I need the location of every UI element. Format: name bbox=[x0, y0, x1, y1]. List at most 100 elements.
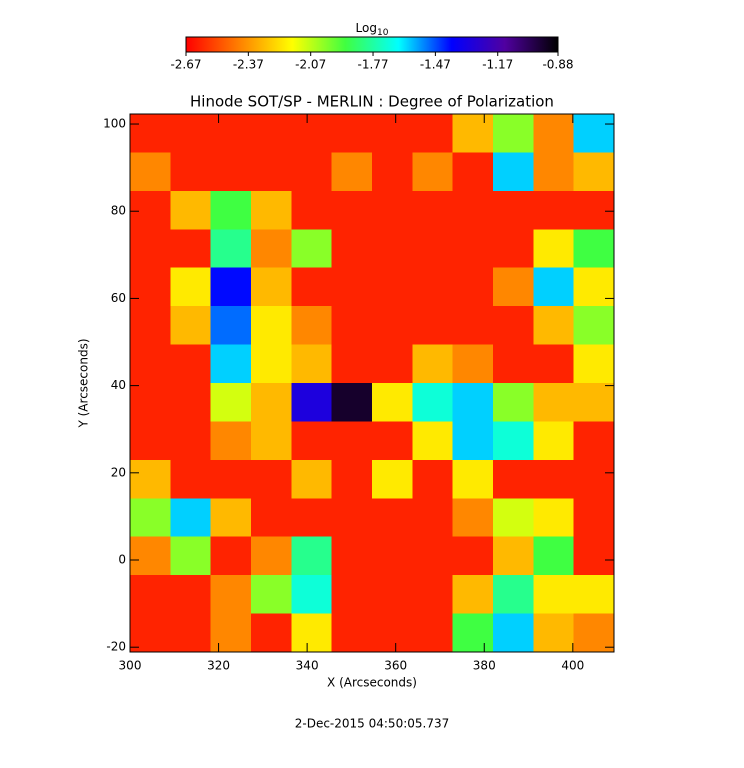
heatmap-cell bbox=[412, 459, 454, 499]
y-axis-label: Y (Arcseconds) bbox=[77, 338, 91, 428]
footer-timestamp: 2-Dec-2015 04:50:05.737 bbox=[295, 717, 449, 731]
heatmap-cell bbox=[291, 229, 333, 269]
heatmap-cell bbox=[331, 229, 373, 269]
heatmap-cell bbox=[372, 536, 413, 576]
heatmap-cell bbox=[412, 229, 454, 269]
heatmap-cell bbox=[251, 114, 292, 153]
heatmap-cell bbox=[452, 421, 494, 461]
heatmap-cell bbox=[210, 306, 252, 346]
heatmap-cell bbox=[291, 190, 333, 230]
x-tick-label: 400 bbox=[561, 659, 584, 673]
plot-frame bbox=[129, 113, 615, 653]
heatmap-cell bbox=[372, 114, 413, 153]
heatmap-cell bbox=[170, 114, 212, 153]
heatmap-cell bbox=[331, 267, 373, 307]
heatmap-cell bbox=[533, 421, 575, 461]
heatmap-cell bbox=[291, 498, 333, 538]
heatmap-cell bbox=[372, 306, 413, 346]
heatmap-cell bbox=[130, 344, 171, 384]
heatmap-cell bbox=[452, 344, 494, 384]
heatmap-cell bbox=[210, 421, 252, 461]
heatmap-cell bbox=[210, 536, 252, 576]
heatmap-cell bbox=[251, 229, 292, 269]
heatmap-cell bbox=[452, 229, 494, 269]
heatmap-cell bbox=[372, 421, 413, 461]
heatmap-cell bbox=[170, 383, 212, 422]
heatmap-cell bbox=[372, 383, 413, 422]
heatmap-cell bbox=[251, 306, 292, 346]
x-tick-label: 300 bbox=[119, 659, 142, 673]
heatmap-cell bbox=[493, 498, 534, 538]
heatmap-cell bbox=[452, 383, 494, 422]
heatmap-cell bbox=[210, 152, 252, 192]
heatmap-cell bbox=[130, 190, 171, 230]
heatmap-cell bbox=[573, 383, 615, 422]
heatmap-cell bbox=[170, 306, 212, 346]
heatmap-cell bbox=[493, 383, 534, 422]
heatmap-cell bbox=[251, 536, 292, 576]
heatmap-cell bbox=[291, 114, 333, 153]
heatmap-cell bbox=[291, 459, 333, 499]
heatmap-cell bbox=[130, 152, 171, 192]
heatmap-cell bbox=[130, 267, 171, 307]
heatmap-cell bbox=[331, 536, 373, 576]
heatmap-cell bbox=[493, 114, 534, 153]
heatmap-cell bbox=[533, 267, 575, 307]
heatmap-cell bbox=[291, 267, 333, 307]
heatmap-cell bbox=[331, 421, 373, 461]
heatmap-cell bbox=[210, 613, 252, 653]
heatmap-cell bbox=[291, 421, 333, 461]
heatmap-cell bbox=[493, 459, 534, 499]
heatmap-cell bbox=[331, 383, 373, 422]
heatmap-cell bbox=[452, 613, 494, 653]
heatmap-cell bbox=[251, 344, 292, 384]
heatmap-cell bbox=[573, 114, 615, 153]
heatmap-cell bbox=[331, 344, 373, 384]
y-tick-label: 20 bbox=[111, 465, 126, 479]
heatmap-cell bbox=[130, 383, 171, 422]
heatmap-cell bbox=[372, 229, 413, 269]
x-tick-label: 360 bbox=[384, 659, 407, 673]
heatmap-cell bbox=[331, 498, 373, 538]
heatmap-cell bbox=[452, 114, 494, 153]
heatmap-cell bbox=[533, 306, 575, 346]
heatmap-cell bbox=[372, 613, 413, 653]
heatmap-cell bbox=[130, 536, 171, 576]
heatmap-cell bbox=[210, 344, 252, 384]
heatmap-cell bbox=[412, 267, 454, 307]
heatmap-cell bbox=[573, 575, 615, 615]
heatmap-cell bbox=[251, 267, 292, 307]
heatmap-cell bbox=[452, 575, 494, 615]
heatmap-cell bbox=[493, 306, 534, 346]
heatmap-cell bbox=[170, 344, 212, 384]
heatmap-cell bbox=[130, 114, 171, 153]
heatmap-cell bbox=[251, 421, 292, 461]
heatmap-cell bbox=[372, 152, 413, 192]
heatmap-cell bbox=[412, 575, 454, 615]
heatmap-cell bbox=[493, 421, 534, 461]
heatmap-cell bbox=[130, 613, 171, 653]
heatmap-cell bbox=[372, 344, 413, 384]
x-tick-label: 320 bbox=[207, 659, 230, 673]
y-tick-label: 0 bbox=[118, 553, 126, 567]
heatmap-cell bbox=[210, 383, 252, 422]
heatmap-cell bbox=[251, 152, 292, 192]
heatmap-cell bbox=[251, 383, 292, 422]
colorbar bbox=[185, 36, 559, 53]
heatmap-cell bbox=[210, 229, 252, 269]
heatmap-cell bbox=[210, 459, 252, 499]
heatmap-cell bbox=[372, 575, 413, 615]
heatmap-cell bbox=[130, 575, 171, 615]
heatmap-cell bbox=[573, 267, 615, 307]
heatmap-cell bbox=[573, 229, 615, 269]
colorbar-tick-label: -1.47 bbox=[420, 58, 451, 72]
heatmap-cell bbox=[493, 267, 534, 307]
colorbar-tick-label: -1.77 bbox=[358, 58, 389, 72]
heatmap-cell bbox=[412, 536, 454, 576]
heatmap-cell bbox=[493, 536, 534, 576]
x-tick-label: 380 bbox=[473, 659, 496, 673]
heatmap-cell bbox=[210, 190, 252, 230]
heatmap-cell bbox=[210, 267, 252, 307]
heatmap-cell bbox=[412, 152, 454, 192]
heatmap-cell bbox=[170, 421, 212, 461]
